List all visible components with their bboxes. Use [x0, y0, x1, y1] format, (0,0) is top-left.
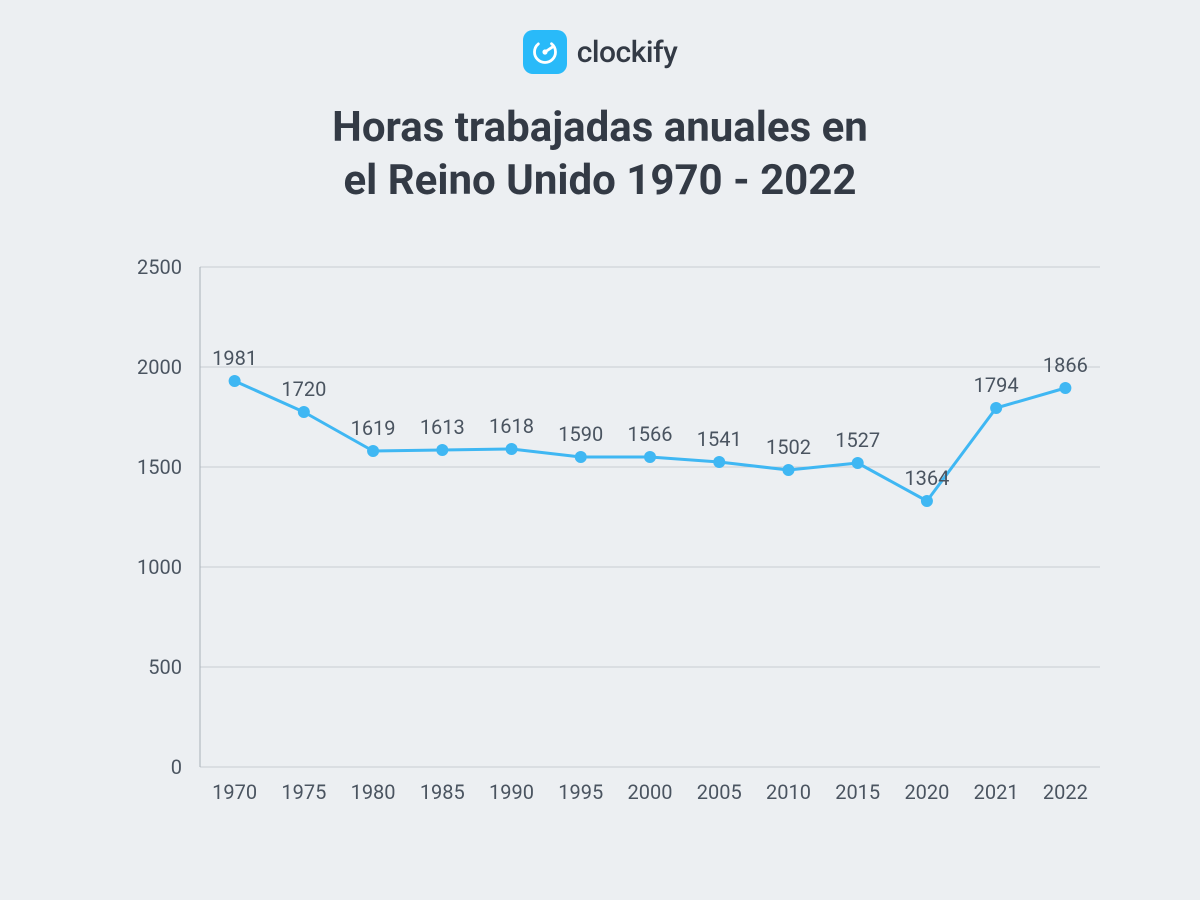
data-label: 1618: [489, 414, 534, 438]
y-tick-label: 2000: [137, 355, 182, 379]
data-label: 1866: [1043, 353, 1088, 377]
title-line-1: Horas trabajadas anuales en: [332, 103, 868, 152]
clock-icon: [531, 38, 559, 66]
y-tick-label: 1000: [137, 555, 182, 579]
x-tick-label: 2020: [904, 780, 949, 804]
x-tick-label: 2010: [766, 780, 811, 804]
data-label: 1541: [697, 427, 742, 451]
data-marker: [367, 445, 379, 457]
brand-logo: clockify: [523, 30, 678, 74]
x-tick-label: 2021: [974, 780, 1019, 804]
x-tick-label: 1980: [351, 780, 396, 804]
line-chart: 0 500 1000 1500 2000 2500 1970 1975 1980 1985 1990…: [80, 247, 1120, 841]
brand-badge: [523, 30, 567, 74]
x-tick-label: 1985: [420, 780, 465, 804]
data-label: 1613: [420, 415, 465, 439]
data-label: 1364: [904, 466, 949, 490]
data-label: 1566: [628, 422, 673, 446]
chart-svg: 0 500 1000 1500 2000 2500 1970 1975 1980 1985 1990…: [80, 247, 1120, 837]
y-tick-label: 500: [148, 655, 182, 679]
data-label: 1590: [558, 422, 603, 446]
data-marker: [782, 464, 794, 476]
data-label: 1527: [835, 428, 880, 452]
x-tick-label: 1975: [281, 780, 326, 804]
data-marker: [229, 375, 241, 387]
data-marker: [1059, 382, 1071, 394]
data-label: 1794: [974, 373, 1019, 397]
y-tick-label: 2500: [137, 255, 182, 279]
x-tick-label: 2005: [697, 780, 742, 804]
y-tick-label: 1500: [137, 455, 182, 479]
x-tick-label: 1990: [489, 780, 534, 804]
x-tick-label: 2015: [835, 780, 880, 804]
data-marker: [921, 495, 933, 507]
x-tick-label: 2022: [1043, 780, 1088, 804]
data-marker: [506, 443, 518, 455]
data-marker: [990, 402, 1002, 414]
data-marker: [644, 451, 656, 463]
title-line-2: el Reino Unido 1970 - 2022: [344, 156, 857, 205]
data-marker: [298, 406, 310, 418]
data-label: 1720: [281, 377, 326, 401]
data-marker: [852, 457, 864, 469]
x-tick-label: 2000: [628, 780, 673, 804]
data-label: 1502: [766, 435, 811, 459]
chart-title: Horas trabajadas anuales en el Reino Uni…: [332, 102, 868, 207]
brand-name: clockify: [577, 35, 678, 70]
x-tick-label: 1970: [212, 780, 257, 804]
data-marker: [713, 456, 725, 468]
data-marker: [436, 444, 448, 456]
y-tick-label: 0: [171, 755, 182, 779]
data-label: 1619: [351, 416, 396, 440]
data-label: 1981: [212, 346, 257, 370]
x-tick-label: 1995: [558, 780, 603, 804]
data-marker: [575, 451, 587, 463]
